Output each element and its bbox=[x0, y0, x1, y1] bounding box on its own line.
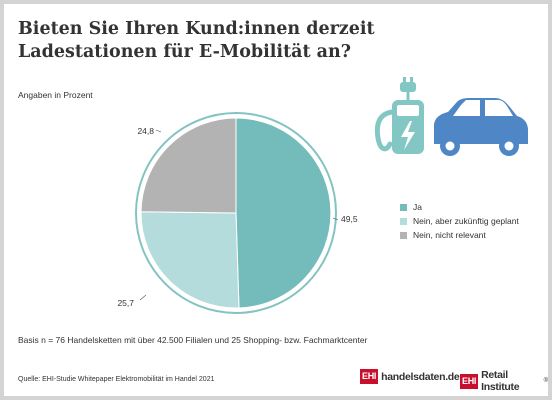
pie-slices bbox=[140, 117, 332, 309]
legend-swatch bbox=[400, 231, 407, 239]
ehi-mark: EHI bbox=[360, 369, 379, 384]
chart-title: Bieten Sie Ihren Kund:innen derzeit Lade… bbox=[18, 19, 375, 62]
slice-value-label: 49,5 bbox=[341, 214, 358, 224]
charging-station-icon bbox=[374, 88, 424, 154]
legend-item-nicht-relevant: Nein, nicht relevant bbox=[400, 228, 519, 242]
basis-note: Basis n = 76 Handelsketten mit über 42.5… bbox=[18, 335, 368, 345]
pie-slice bbox=[235, 117, 332, 309]
legend-item-geplant: Nein, aber zukünftig geplant bbox=[400, 214, 519, 228]
handelsdaten-text: handelsdaten.de bbox=[381, 370, 460, 383]
source-note: Quelle: EHI-Studie Whitepaper Elektromob… bbox=[18, 376, 215, 383]
chart-legend: Ja Nein, aber zukünftig geplant Nein, ni… bbox=[400, 200, 519, 242]
value-leader-line bbox=[332, 217, 339, 221]
slice-value-label: 24,8 bbox=[137, 126, 154, 136]
handelsdaten-logo: EHI handelsdaten.de bbox=[360, 369, 460, 384]
legend-swatch bbox=[400, 217, 407, 225]
value-leader-line bbox=[155, 129, 162, 133]
legend-item-ja: Ja bbox=[400, 200, 519, 214]
retail-institute-logo: EHI Retail Institute ® bbox=[460, 369, 548, 393]
value-leader-line bbox=[139, 294, 147, 301]
pie-outer-ring bbox=[135, 112, 337, 314]
electric-car-icon bbox=[434, 98, 528, 156]
registered-mark: ® bbox=[543, 378, 548, 384]
chart-subtitle: Angaben in Prozent bbox=[18, 90, 93, 100]
legend-label: Nein, nicht relevant bbox=[413, 230, 486, 240]
lightning-bolt-icon bbox=[401, 121, 415, 150]
pie-value-labels: 49,5 25,7 24,8 bbox=[117, 126, 357, 308]
ehi-mark: EHI bbox=[460, 373, 479, 389]
slice-value-label: 25,7 bbox=[117, 298, 134, 308]
pie-chart: 49,5 25,7 24,8 bbox=[117, 77, 528, 314]
retail-institute-text: Retail Institute bbox=[481, 369, 520, 393]
plug-icon bbox=[400, 77, 416, 92]
legend-swatch bbox=[400, 203, 407, 211]
legend-label: Ja bbox=[413, 202, 422, 212]
pie-slice bbox=[140, 117, 237, 214]
legend-label: Nein, aber zukünftig geplant bbox=[413, 216, 519, 226]
pie-slice bbox=[140, 211, 240, 309]
